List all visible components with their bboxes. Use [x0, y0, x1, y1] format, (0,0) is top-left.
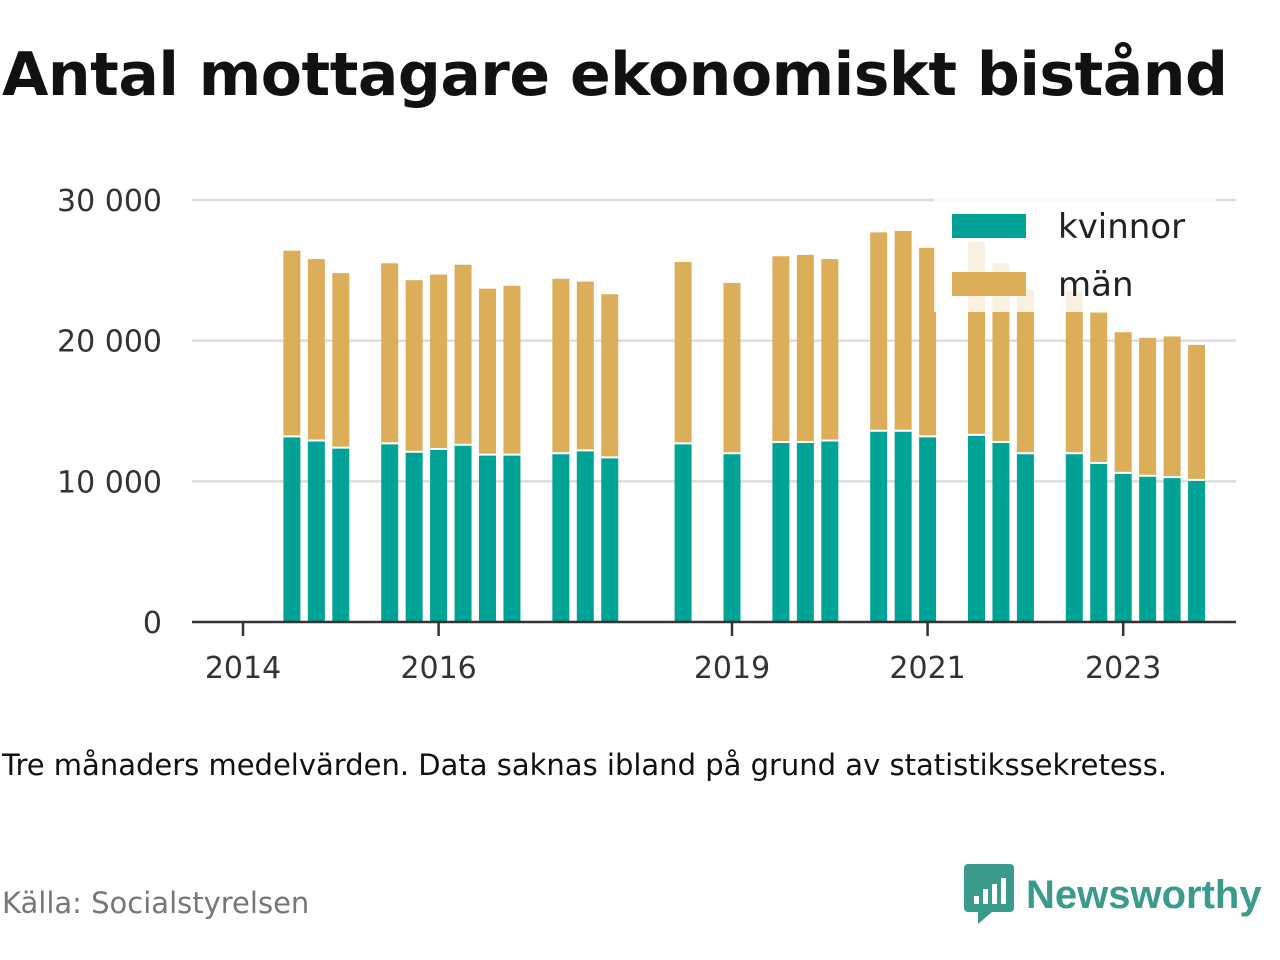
legend: kvinnor män: [934, 196, 1216, 312]
bar-kvinnor: [454, 444, 472, 622]
bar-man: [332, 273, 350, 448]
y-tick-label: 0: [143, 606, 162, 641]
chart-title: Antal mottagare ekonomiskt bistånd: [2, 40, 1228, 110]
bar-man: [381, 263, 399, 444]
bar-kvinnor: [576, 450, 594, 622]
bar-man: [576, 281, 594, 451]
y-tick-label: 20 000: [57, 325, 162, 360]
bar-man: [1065, 291, 1083, 454]
x-tick-label: 2014: [205, 651, 281, 686]
bar-kvinnor: [601, 457, 619, 622]
x-tick-label: 2016: [400, 651, 476, 686]
bar-kvinnor: [968, 434, 985, 622]
bar-man: [1163, 336, 1181, 478]
bar-kvinnor: [503, 454, 521, 622]
x-tick-label: 2023: [1085, 651, 1161, 686]
bar-kvinnor: [723, 453, 741, 622]
bar-man: [796, 254, 814, 442]
bar-kvinnor: [674, 443, 692, 622]
bar-man: [405, 280, 423, 452]
brand-name: Newsworthy: [1026, 872, 1262, 917]
bar-man: [503, 285, 521, 455]
legend-label: kvinnor: [1058, 207, 1185, 247]
bar-kvinnor: [1163, 477, 1181, 622]
bar-man: [674, 261, 692, 444]
bar-kvinnor: [283, 436, 301, 622]
bar-kvinnor: [405, 451, 423, 622]
bar-kvinnor: [1114, 472, 1132, 622]
bar-kvinnor: [894, 430, 912, 622]
bar-man: [601, 294, 619, 458]
bar-kvinnor: [332, 447, 350, 622]
bar-kvinnor: [479, 454, 496, 622]
bar-kvinnor: [992, 441, 1010, 622]
bar-kvinnor: [919, 436, 937, 622]
bar-man: [821, 259, 839, 441]
bar-man: [1188, 344, 1206, 480]
newsworthy-brand[interactable]: Newsworthy: [964, 864, 1262, 926]
bar-kvinnor: [1090, 463, 1108, 622]
bar-man: [894, 230, 912, 431]
bar-kvinnor: [1188, 479, 1206, 622]
bar-kvinnor: [430, 448, 448, 622]
source-credit: Källa: Socialstyrelsen: [2, 886, 310, 920]
bar-man: [1114, 332, 1132, 473]
bar-man: [870, 232, 888, 431]
y-tick-label: 10 000: [57, 465, 162, 500]
bar-man: [772, 256, 790, 442]
bar-chart: 0 10 000 20 000 30 000 2014 2016 2019 2021 2023…: [57, 184, 1236, 686]
bar-kvinnor: [870, 430, 888, 622]
newsworthy-logo-icon: [964, 864, 1014, 924]
bar-kvinnor: [796, 441, 814, 622]
bar-man: [479, 288, 496, 455]
x-axis-tick-labels: 2014 2016 2019 2021 2023: [205, 622, 1161, 686]
bar-kvinnor: [552, 453, 570, 622]
bar-man: [307, 259, 325, 441]
legend-label: män: [1058, 265, 1134, 305]
y-tick-label: 30 000: [57, 184, 162, 219]
bar-man: [430, 274, 448, 449]
bar-kvinnor: [1065, 453, 1083, 622]
bar-kvinnor: [821, 440, 839, 622]
chart-note: Tre månaders medelvärden. Data saknas ib…: [2, 748, 1168, 782]
y-axis-tick-labels: 0 10 000 20 000 30 000: [57, 184, 162, 641]
bar-man: [723, 282, 741, 454]
bar-man: [552, 278, 570, 454]
bar-man: [919, 247, 937, 437]
legend-swatch-man: [952, 272, 1026, 296]
bar-kvinnor: [1016, 453, 1034, 622]
bar-kvinnor: [772, 441, 790, 622]
x-tick-label: 2021: [889, 651, 965, 686]
bar-man: [454, 264, 472, 445]
bar-kvinnor: [1139, 475, 1157, 622]
bar-kvinnor: [307, 440, 325, 622]
x-tick-label: 2019: [694, 651, 770, 686]
legend-swatch-kvinnor: [952, 214, 1026, 238]
bar-kvinnor: [381, 443, 399, 622]
bar-man: [1016, 290, 1034, 454]
bar-man: [283, 250, 301, 437]
bar-man: [1090, 312, 1108, 464]
bar-stacks: [283, 230, 1206, 622]
bar-man: [1139, 337, 1157, 476]
